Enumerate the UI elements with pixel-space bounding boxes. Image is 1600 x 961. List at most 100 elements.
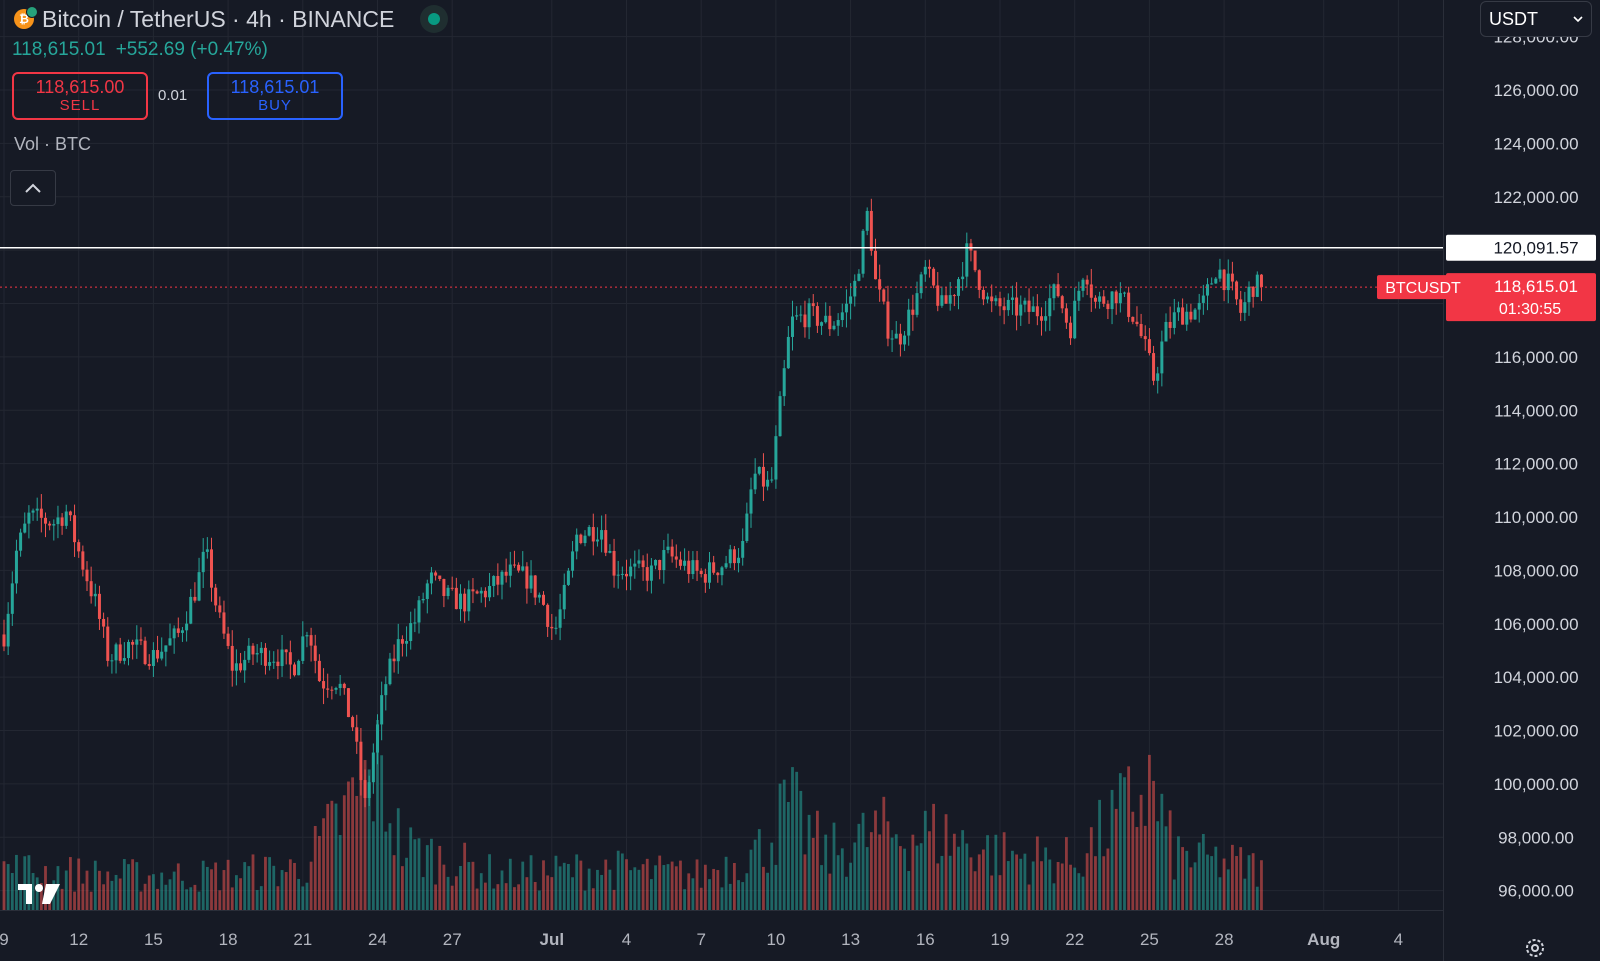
candle-body: [894, 333, 898, 339]
candle-body: [753, 473, 757, 490]
candle-body: [44, 517, 47, 524]
candle-body: [940, 295, 944, 306]
candle-body: [853, 280, 857, 297]
volume-bar: [882, 796, 886, 910]
candle-body: [313, 645, 317, 661]
volume-bar: [965, 843, 969, 910]
volume-bar: [533, 882, 537, 910]
volume-bar: [1011, 850, 1014, 910]
volume-bar: [1123, 777, 1126, 910]
volume-bar: [666, 864, 670, 910]
candle-body: [317, 660, 321, 682]
price-axis-label: 122,000.00: [1493, 188, 1578, 207]
volume-bar: [1118, 773, 1122, 910]
buy-button[interactable]: 118,615.01 BUY: [207, 72, 343, 120]
volume-bar: [745, 873, 749, 910]
volume-bar: [554, 855, 558, 910]
volume-bar: [1056, 861, 1060, 910]
volume-bar: [1089, 827, 1093, 910]
candle-body: [579, 534, 583, 544]
volume-bar: [164, 884, 168, 910]
candle-body: [52, 524, 56, 526]
candle-body: [724, 563, 728, 568]
candle-body: [488, 585, 492, 598]
volume-bar: [181, 880, 184, 910]
candle-body: [737, 557, 741, 564]
volume-bar: [620, 853, 624, 910]
volume-bar: [64, 870, 68, 910]
volume-bar: [625, 859, 628, 910]
currency-select[interactable]: USDT: [1480, 1, 1592, 37]
volume-bar: [118, 878, 122, 910]
volume-bar: [1206, 854, 1209, 910]
candle-body: [649, 565, 653, 581]
volume-bar: [264, 856, 267, 910]
volume-bar: [243, 862, 247, 910]
volume-bar: [318, 835, 321, 910]
candle-body: [994, 298, 998, 302]
candle-body: [832, 325, 836, 330]
volume-bar: [1135, 827, 1139, 910]
bitcoin-glyph: ₿: [19, 12, 29, 26]
candle-body: [865, 210, 869, 231]
volume-bar: [488, 854, 491, 910]
volume-bar: [1048, 859, 1052, 910]
candle-body: [255, 653, 259, 655]
candle-body: [878, 279, 882, 290]
last-price: 118,615.01: [12, 39, 106, 60]
bitcoin-icon: ₿: [14, 6, 38, 29]
candle-body: [1176, 307, 1180, 313]
symbol-title[interactable]: Bitcoin / TetherUS · 4h · BINANCE: [42, 5, 395, 32]
volume-bar: [749, 849, 753, 910]
price-axis-label: 110,000.00: [1494, 508, 1578, 527]
volume-bar: [517, 884, 520, 910]
candle-body: [359, 741, 363, 781]
volume-bar: [1255, 886, 1259, 910]
candle-body: [990, 296, 994, 302]
volume-bar: [562, 862, 566, 910]
volume-bar: [691, 878, 695, 910]
candle-body: [1114, 291, 1118, 304]
volume-bar: [820, 865, 823, 910]
candle-body: [604, 530, 608, 553]
candle-body: [1023, 300, 1027, 305]
candle-body: [1152, 353, 1156, 381]
time-axis-label: 15: [144, 930, 163, 949]
candle-body: [122, 658, 126, 661]
candle-body: [284, 649, 288, 653]
candle-body: [1060, 296, 1064, 309]
volume-bar: [674, 866, 678, 910]
volume-bar: [737, 880, 740, 910]
volume-bar: [106, 871, 110, 910]
candle-body: [616, 574, 620, 576]
volume-indicator-label[interactable]: Vol · BTC: [14, 134, 92, 154]
candle-body: [168, 638, 172, 646]
candle-body: [820, 322, 824, 326]
candle-body: [795, 315, 799, 317]
candle-body: [766, 479, 770, 487]
symbol-header[interactable]: ₿ Bitcoin / TetherUS · 4h · BINANCE: [14, 4, 449, 34]
volume-bar: [658, 855, 662, 910]
volume-bar: [334, 803, 338, 910]
volume-bar: [1260, 860, 1263, 910]
volume-bar: [720, 887, 724, 910]
price-axis-label: 98,000.00: [1498, 828, 1574, 847]
volume-bar: [957, 846, 960, 910]
volume-bar: [384, 831, 388, 910]
candle-body: [903, 335, 907, 345]
volume-bar: [69, 857, 72, 910]
candle-body: [14, 550, 18, 584]
collapse-legend-button[interactable]: [10, 170, 56, 206]
candle-body: [1127, 292, 1131, 317]
candle-body: [10, 583, 14, 614]
grid-lines: [0, 0, 1443, 910]
volume-bar: [1235, 856, 1238, 910]
volume-bar: [911, 834, 915, 910]
volume-bar: [201, 860, 205, 910]
settings-gear-icon[interactable]: [1520, 936, 1550, 960]
volume-bar: [915, 845, 919, 910]
volume-bar: [828, 873, 832, 910]
candle-body: [620, 573, 624, 575]
sell-button[interactable]: 118,615.00 SELL: [12, 72, 148, 120]
